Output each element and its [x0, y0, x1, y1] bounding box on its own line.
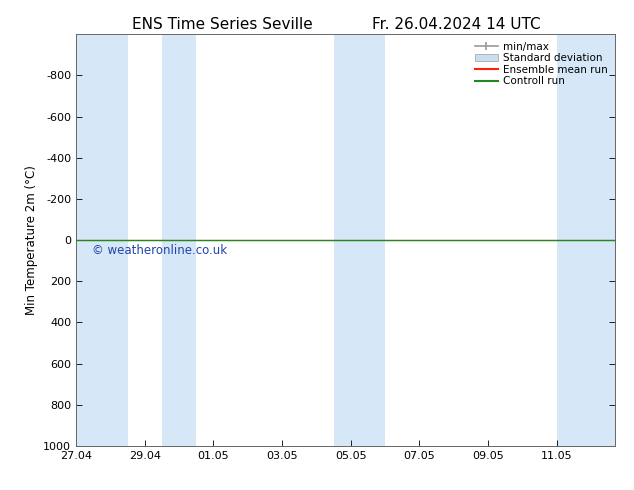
Text: © weatheronline.co.uk: © weatheronline.co.uk [93, 244, 228, 257]
Bar [333, 34, 385, 446]
Bar [557, 34, 615, 446]
Y-axis label: Min Temperature 2m (°C): Min Temperature 2m (°C) [25, 165, 37, 315]
Text: Fr. 26.04.2024 14 UTC: Fr. 26.04.2024 14 UTC [372, 17, 541, 32]
Legend: min/max, Standard deviation, Ensemble mean run, Controll run: min/max, Standard deviation, Ensemble me… [473, 40, 610, 88]
Text: ENS Time Series Seville: ENS Time Series Seville [131, 17, 313, 32]
Bar [76, 34, 127, 446]
Bar [162, 34, 196, 446]
